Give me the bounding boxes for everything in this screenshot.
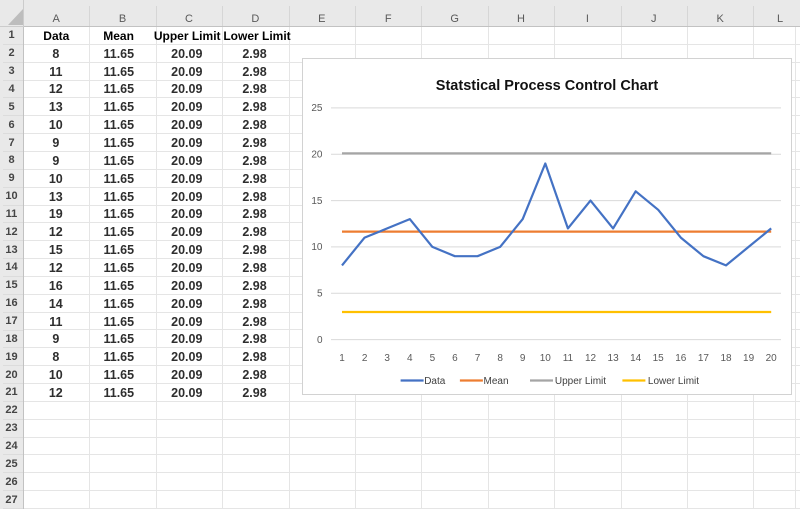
- svg-text:2: 2: [362, 353, 368, 364]
- svg-text:0: 0: [317, 335, 323, 346]
- svg-text:5: 5: [317, 289, 323, 300]
- svg-text:8: 8: [497, 353, 503, 364]
- svg-text:17: 17: [698, 353, 710, 364]
- svg-text:Upper Limit: Upper Limit: [555, 376, 606, 387]
- svg-text:18: 18: [720, 353, 732, 364]
- svg-text:10: 10: [311, 242, 323, 253]
- svg-text:11: 11: [563, 353, 574, 364]
- svg-text:14: 14: [630, 353, 642, 364]
- svg-text:10: 10: [540, 353, 552, 364]
- svg-text:20: 20: [766, 353, 778, 364]
- svg-text:13: 13: [608, 353, 620, 364]
- svg-text:Mean: Mean: [484, 376, 509, 387]
- svg-text:19: 19: [743, 353, 755, 364]
- svg-text:7: 7: [475, 353, 481, 364]
- svg-text:16: 16: [675, 353, 687, 364]
- svg-text:1: 1: [339, 353, 345, 364]
- svg-text:15: 15: [311, 196, 323, 207]
- svg-text:9: 9: [520, 353, 526, 364]
- svg-text:4: 4: [407, 353, 413, 364]
- svg-text:12: 12: [585, 353, 597, 364]
- svg-text:6: 6: [452, 353, 458, 364]
- svg-text:25: 25: [311, 103, 323, 114]
- svg-text:20: 20: [311, 149, 323, 160]
- svg-text:3: 3: [384, 353, 390, 364]
- svg-text:5: 5: [430, 353, 436, 364]
- svg-text:15: 15: [653, 353, 665, 364]
- svg-text:Lower Limit: Lower Limit: [648, 376, 699, 387]
- svg-text:Data: Data: [424, 376, 446, 387]
